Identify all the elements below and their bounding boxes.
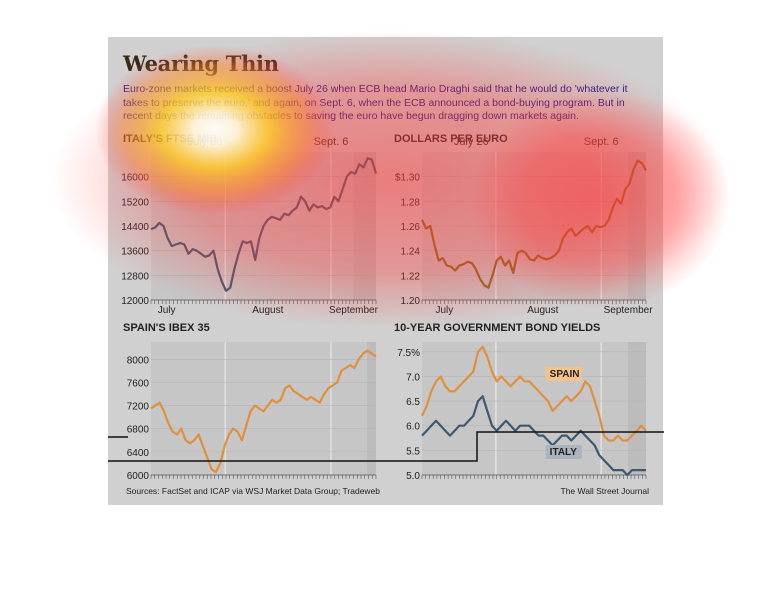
y-tick-label-yields-3: 6.0	[406, 422, 420, 433]
y-tick-label-yields-5: 5.0	[406, 471, 420, 482]
event-label-ftse-0: July 26	[188, 136, 223, 148]
y-tick-label-yields-0: 7.5%	[397, 348, 420, 359]
x-tick-label-dollar-0: July	[435, 305, 453, 316]
y-tick-label-yields-2: 6.5	[406, 397, 420, 408]
y-tick-label-dollar-0: $1.30	[395, 173, 420, 184]
plot-area-yields	[422, 342, 646, 475]
x-tick-label-ftse-0: July	[158, 305, 176, 316]
y-tick-label-ftse-5: 12000	[121, 296, 149, 307]
x-tick-label-ftse-1: August	[252, 305, 283, 316]
x-tick-label-dollar-2: September	[604, 305, 654, 316]
event-label-dollar-0: July 26	[454, 136, 489, 148]
y-tick-label-ibex-4: 6400	[127, 448, 150, 459]
y-tick-label-ibex-1: 7600	[127, 378, 150, 389]
y-tick-label-ftse-0: 16000	[121, 173, 149, 184]
y-tick-label-dollar-5: 1.20	[401, 296, 421, 307]
wsj-chart-panel: Wearing Thin Euro-zone markets received …	[108, 37, 663, 505]
y-tick-label-ftse-3: 13600	[121, 247, 149, 258]
series-label-bg-0	[545, 367, 582, 381]
plot-area-ibex	[151, 342, 376, 475]
x-tick-label-dollar-1: August	[527, 305, 558, 316]
y-tick-label-yields-4: 5.5	[406, 446, 420, 457]
x-tick-label-ftse-2: September	[329, 305, 379, 316]
series-label-italy: ITALY	[550, 447, 578, 458]
y-tick-label-dollar-3: 1.24	[401, 247, 421, 258]
publisher-credit: The Wall Street Journal	[560, 486, 650, 496]
series-label-spain: SPAIN	[550, 369, 580, 380]
y-tick-label-dollar-4: 1.22	[401, 271, 421, 282]
series-line-yields-1	[421, 395, 646, 477]
charts-canvas: July 26 Sept. 6 16000 15200 14400 13600 12800 1…	[121, 136, 654, 482]
y-tick-label-yields-1: 7.0	[406, 372, 420, 383]
y-tick-label-ibex-5: 6000	[127, 471, 150, 482]
event-label-ftse-1: Sept. 6	[314, 136, 349, 148]
y-tick-label-ftse-1: 15200	[121, 197, 149, 208]
y-tick-label-dollar-2: 1.26	[401, 222, 421, 233]
event-label-dollar-1: Sept. 6	[584, 136, 619, 148]
y-tick-label-dollar-1: 1.28	[401, 197, 421, 208]
y-tick-label-ftse-4: 12800	[121, 271, 149, 282]
y-tick-label-ibex-3: 6800	[127, 425, 150, 436]
source-note: Sources: FactSet and ICAP via WSJ Market…	[126, 486, 381, 496]
y-tick-label-ftse-2: 14400	[121, 222, 149, 233]
recent-period-band-ibex	[367, 342, 376, 475]
y-tick-label-ibex-0: 8000	[127, 355, 150, 366]
y-tick-label-ibex-2: 7200	[127, 402, 150, 413]
recent-period-band-yields	[628, 342, 646, 475]
